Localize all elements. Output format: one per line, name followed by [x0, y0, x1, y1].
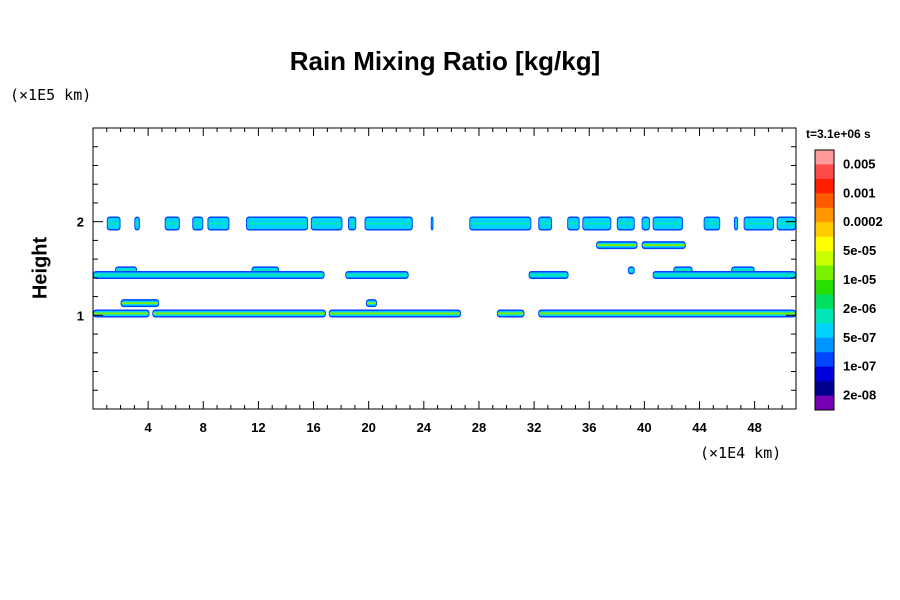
band-2-core-0: [116, 269, 137, 272]
colorbar-swatch: [815, 294, 834, 310]
x-tick-label: 36: [582, 420, 596, 435]
band-3-core-2: [529, 274, 568, 277]
x-axis-unit: (×1E4 km): [700, 444, 782, 462]
band-0-core-2: [165, 222, 179, 225]
colorbar-swatch: [815, 236, 834, 252]
band-1-core-1: [642, 244, 685, 247]
colorbar-frame: [814, 149, 835, 411]
chart-title: Rain Mixing Ratio [kg/kg]: [289, 46, 601, 76]
band-0-core-15: [642, 222, 649, 225]
band-0-core-13: [583, 222, 611, 225]
band-0-core-4: [208, 222, 229, 225]
x-tick-label: 24: [417, 420, 432, 435]
band-0-core-10: [470, 222, 531, 225]
band-0-core-8: [365, 222, 412, 225]
colorbar-swatch: [815, 381, 834, 397]
colorbar-swatch: [815, 164, 834, 180]
band-5-core-4: [539, 312, 795, 315]
band-3-core-0: [94, 274, 324, 277]
y-axis: 12: [77, 146, 796, 391]
band-0-core-0: [107, 222, 120, 225]
x-tick-label: 44: [692, 420, 707, 435]
colorbar-swatch: [815, 207, 834, 223]
band-0-core-17: [704, 222, 720, 225]
colorbar-swatch: [815, 308, 834, 324]
x-tick-label: 32: [527, 420, 541, 435]
colorbar-swatch: [815, 352, 834, 368]
band-4-core-0: [121, 302, 159, 305]
band-5-core-0: [94, 312, 149, 315]
band-0-core-7: [349, 222, 356, 225]
x-axis: 4 8 12 16 20 24 28 32 36 40 44 48: [106, 128, 783, 435]
data-layer: [93, 216, 796, 318]
band-4-core-1: [366, 302, 376, 305]
x-tick-label: 28: [472, 420, 486, 435]
colorbar-label: 5e-07: [843, 330, 876, 345]
band-0-core-12: [568, 222, 579, 225]
band-0-core-6: [311, 222, 342, 225]
x-tick-label: 8: [200, 420, 207, 435]
colorbar-swatch: [815, 251, 834, 267]
colorbar-label: 0.0002: [843, 214, 883, 229]
band-0-core-11: [539, 222, 552, 225]
band-2-core-1: [252, 269, 279, 272]
colorbar-swatch: [815, 150, 834, 165]
band-0-core-19: [744, 222, 773, 225]
colorbar-label: 0.001: [843, 185, 876, 200]
band-0-core-5: [247, 222, 308, 225]
band-0-core-18: [734, 222, 738, 225]
band-0-core-9: [431, 222, 433, 225]
y-axis-unit: (×1E5 km): [10, 86, 92, 104]
x-tick-label: 12: [251, 420, 265, 435]
band-5-core-3: [497, 312, 524, 315]
band-0-core-16: [653, 222, 682, 225]
colorbar-label: 0.005: [843, 156, 876, 171]
band-1-core-0: [597, 244, 637, 247]
colorbar-label: 1e-05: [843, 272, 876, 287]
colorbar-swatch: [815, 395, 834, 411]
x-tick-label: 16: [306, 420, 320, 435]
band-2-core-4: [732, 269, 754, 272]
colorbar-swatch: [815, 193, 834, 209]
y-tick-label: 1: [77, 308, 84, 323]
plot-frame: [92, 127, 797, 410]
band-0-core-20: [777, 222, 795, 225]
colorbar-label: 1e-07: [843, 359, 876, 374]
colorbar-label: 5e-05: [843, 243, 876, 258]
colorbar-swatch: [815, 178, 834, 194]
colorbar: 0.005 0.001 0.0002 5e-05 1e-05 2e-06 5e-07 1e-0…: [814, 149, 883, 411]
band-3-core-3: [653, 274, 795, 277]
band-2-core-3: [674, 269, 692, 272]
colorbar-swatch: [815, 323, 834, 339]
band-0-core-1: [135, 222, 139, 225]
colorbar-swatch: [815, 337, 834, 353]
band-3-core-1: [346, 274, 408, 277]
y-tick-label: 2: [77, 215, 84, 230]
band-5-core-1: [153, 312, 325, 315]
x-tick-label: 48: [747, 420, 761, 435]
band-0-core-14: [617, 222, 634, 225]
colorbar-label: 2e-08: [843, 388, 876, 403]
colorbar-swatch: [815, 222, 834, 238]
colorbar-label: 2e-06: [843, 301, 876, 316]
band-2-core-2: [628, 269, 634, 272]
band-0-core-3: [193, 222, 203, 225]
colorbar-swatch: [815, 366, 834, 382]
x-tick-label: 20: [361, 420, 375, 435]
time-label: t=3.1e+06 s: [806, 127, 871, 141]
x-tick-label: 4: [145, 420, 153, 435]
band-5-core-2: [329, 312, 461, 315]
colorbar-swatch: [815, 280, 834, 295]
colorbar-swatch: [815, 265, 834, 281]
x-tick-label: 40: [637, 420, 651, 435]
